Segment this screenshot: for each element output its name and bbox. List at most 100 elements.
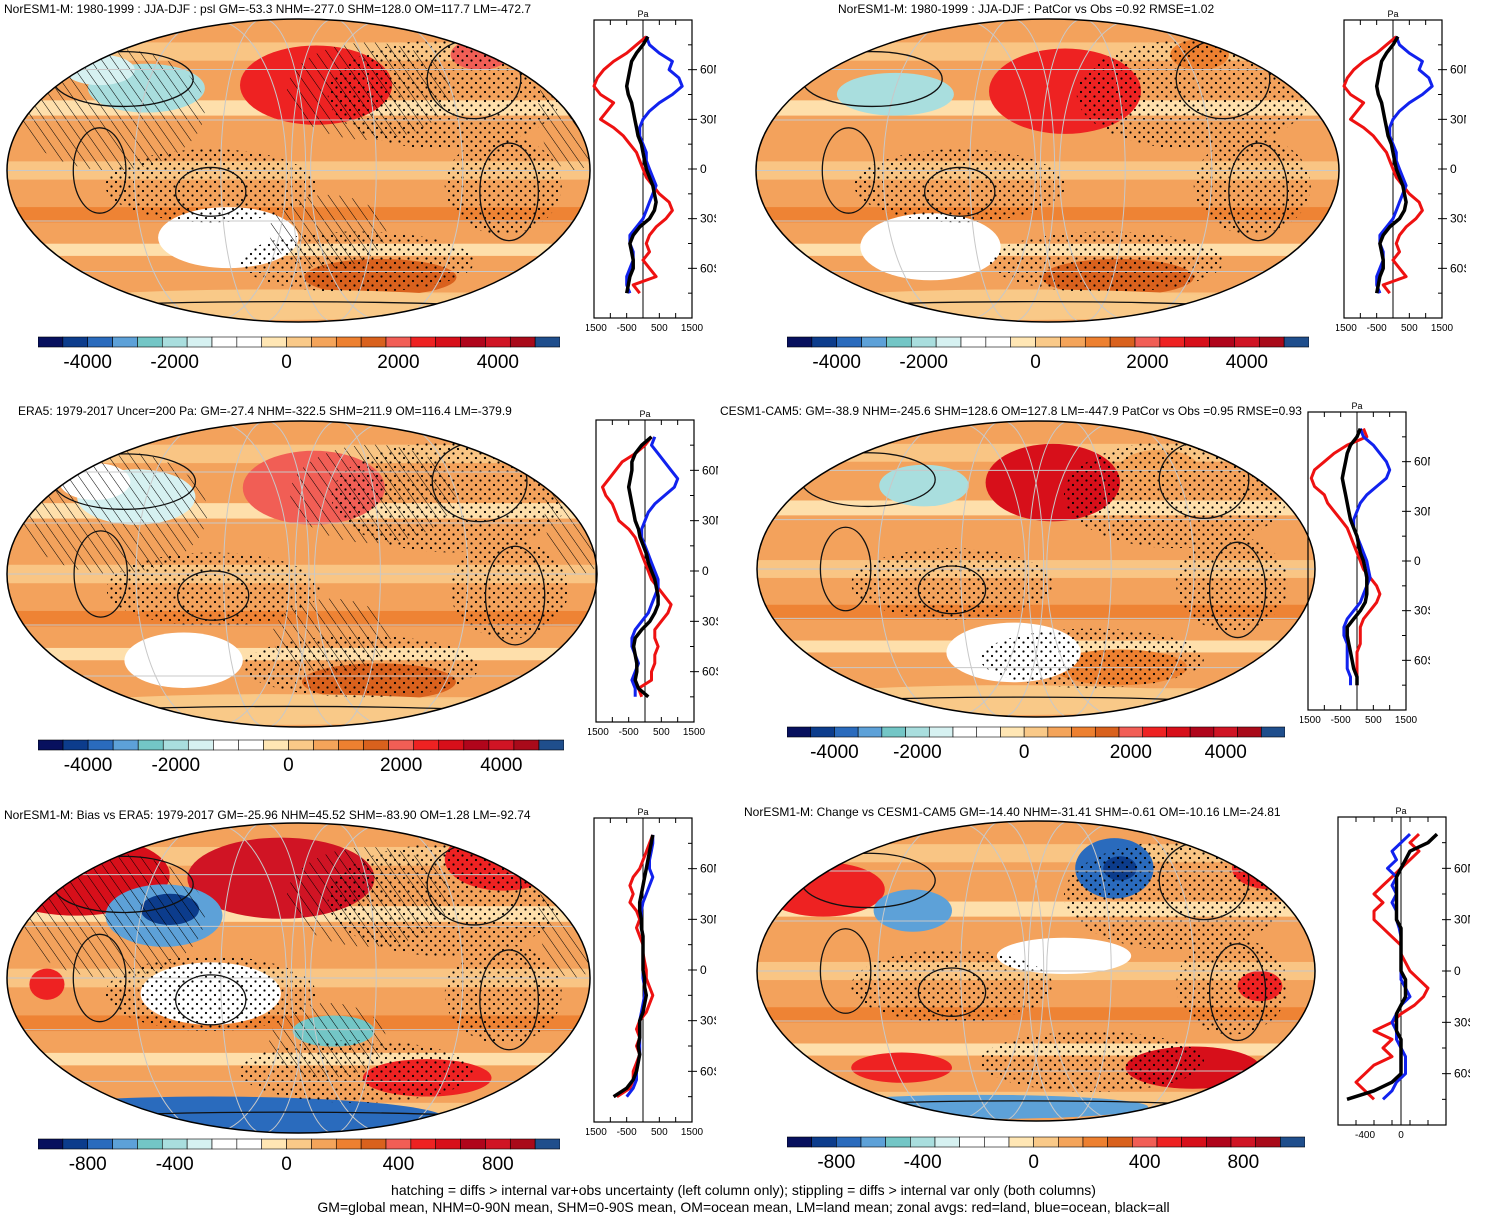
panel-4-zonal-profile: Pa -1500 -500 500 1500 60N 30N 0 30S 60S xyxy=(1300,401,1430,726)
profile-lat-label: 60N xyxy=(700,63,716,77)
profile-x-tick: -1500 xyxy=(1336,323,1357,334)
profile-line-land xyxy=(601,435,673,698)
colorbar-swatch xyxy=(960,336,987,348)
colorbar-swatch xyxy=(1184,336,1210,348)
profile-line-ocean xyxy=(1342,428,1392,686)
coastline xyxy=(174,166,247,217)
profile-unit: Pa xyxy=(637,807,648,817)
map-outline xyxy=(6,822,591,1134)
profile-line-land xyxy=(1342,35,1424,295)
colorbar-label: 4000 xyxy=(480,755,522,775)
coastline xyxy=(73,530,129,618)
coastline xyxy=(72,933,127,1023)
colorbar-swatch xyxy=(836,1136,862,1148)
colorbar-swatch xyxy=(910,336,937,348)
colorbar-swatch xyxy=(112,739,139,751)
profile-unit: Pa xyxy=(637,9,648,19)
colorbar-swatch xyxy=(952,726,978,738)
profile-x-tick: 1500 xyxy=(681,1127,704,1138)
colorbar-label: -400 xyxy=(156,1154,194,1174)
colorbar-swatch xyxy=(87,739,114,751)
profile-line-all xyxy=(1346,832,1439,1101)
colorbar-swatch xyxy=(161,336,188,348)
colorbar-swatch xyxy=(928,726,954,738)
colorbar-swatch xyxy=(211,336,238,348)
coastline xyxy=(819,526,872,612)
panel-6-colorbar: -800 -400 0 400 800 xyxy=(787,1136,1305,1172)
profile-x-tick: 500 xyxy=(653,727,670,738)
colorbar-label: 400 xyxy=(1129,1152,1161,1172)
profile-x-tick: 1500 xyxy=(1395,715,1418,726)
stippling-region xyxy=(105,149,317,223)
colorbar-swatch xyxy=(413,739,440,751)
hatching-region xyxy=(286,42,451,141)
profile-lat-label: 60N xyxy=(1414,455,1430,469)
colorbar-swatch xyxy=(881,726,906,738)
profile-lat-label: 0 xyxy=(1454,964,1461,978)
colorbar-swatch xyxy=(811,336,838,348)
colorbar-swatch xyxy=(910,1136,936,1148)
colorbar-swatch xyxy=(834,726,859,738)
footer-line-1: hatching = diffs > internal var+obs unce… xyxy=(391,1182,1096,1198)
colorbar-swatch xyxy=(1008,1136,1034,1148)
colorbar-swatch xyxy=(137,1138,163,1150)
colorbar-swatch xyxy=(385,1138,412,1150)
panel-5-title: NorESM1-M: Bias vs ERA5: 1979-2017 GM=-2… xyxy=(4,808,531,822)
colorbar-swatch xyxy=(1260,726,1285,738)
colorbar-swatch xyxy=(1166,726,1191,738)
colorbar-swatch xyxy=(288,739,314,751)
colorbar-swatch xyxy=(985,336,1012,348)
colorbar-swatch xyxy=(836,336,862,348)
panel-2-title: NorESM1-M: 1980-1999 : JJA-DJF : PatCor … xyxy=(838,2,1215,16)
map-anomaly-region xyxy=(879,464,969,507)
colorbar-swatch xyxy=(211,1138,238,1150)
colorbar-swatch xyxy=(1213,726,1238,738)
colorbar-label: 0 xyxy=(283,755,294,775)
map-anomaly-region xyxy=(124,632,243,688)
colorbar-swatch xyxy=(87,336,113,348)
panel-3-map xyxy=(6,420,598,728)
colorbar-swatch xyxy=(934,1136,960,1148)
colorbar-label: 0 xyxy=(1028,1152,1039,1172)
footer-line-2: GM=global mean, NHM=0-90N mean, SHM=0-90… xyxy=(317,1199,1170,1215)
map-anomaly-region xyxy=(836,72,954,116)
map-outline xyxy=(755,18,1340,323)
colorbar-swatch xyxy=(1084,336,1111,348)
profile-x-tick: -500 xyxy=(617,323,637,334)
colorbar-label: -2000 xyxy=(151,755,200,775)
stippling-region xyxy=(980,1031,1204,1092)
profile-unit: Pa xyxy=(1351,401,1362,411)
colorbar-swatch xyxy=(38,336,64,348)
colorbar-swatch xyxy=(62,336,89,348)
colorbar-swatch xyxy=(1230,1136,1256,1148)
colorbar-swatch xyxy=(1010,336,1036,348)
coastline xyxy=(174,974,247,1026)
colorbar-swatch xyxy=(311,1138,337,1150)
coastline xyxy=(917,565,987,615)
profile-unit: Pa xyxy=(639,409,650,419)
colorbar-swatch xyxy=(1159,336,1186,348)
profile-x-tick: -500 xyxy=(619,727,639,738)
colorbar-swatch xyxy=(360,1138,387,1150)
colorbar-swatch xyxy=(313,739,339,751)
colorbar-swatch xyxy=(1058,1136,1084,1148)
stippling-region xyxy=(1076,39,1311,150)
colorbar-swatch xyxy=(162,739,189,751)
panel-1-map xyxy=(6,18,591,323)
colorbar-swatch xyxy=(388,739,415,751)
profile-unit: Pa xyxy=(1387,9,1398,19)
colorbar-swatch xyxy=(935,336,962,348)
colorbar-label: 0 xyxy=(281,1154,292,1174)
profile-x-tick: -1500 xyxy=(586,1127,607,1138)
colorbar-swatch xyxy=(335,1138,362,1150)
colorbar-swatch xyxy=(1237,726,1262,738)
colorbar-label: -4000 xyxy=(64,755,113,775)
colorbar-swatch xyxy=(38,1138,64,1150)
colorbar-swatch xyxy=(810,726,835,738)
colorbar-label: 800 xyxy=(1227,1152,1259,1172)
panel-1-zonal-profile: Pa -1500 -500 500 1500 60N 30N 0 30S 60S xyxy=(586,9,716,334)
panel-4-colorbar: -4000 -2000 0 2000 4000 xyxy=(787,726,1285,762)
profile-lat-label: 60S xyxy=(700,261,716,275)
profile-lat-label: 30N xyxy=(1450,112,1466,126)
profile-lat-label: 60S xyxy=(700,1064,716,1078)
